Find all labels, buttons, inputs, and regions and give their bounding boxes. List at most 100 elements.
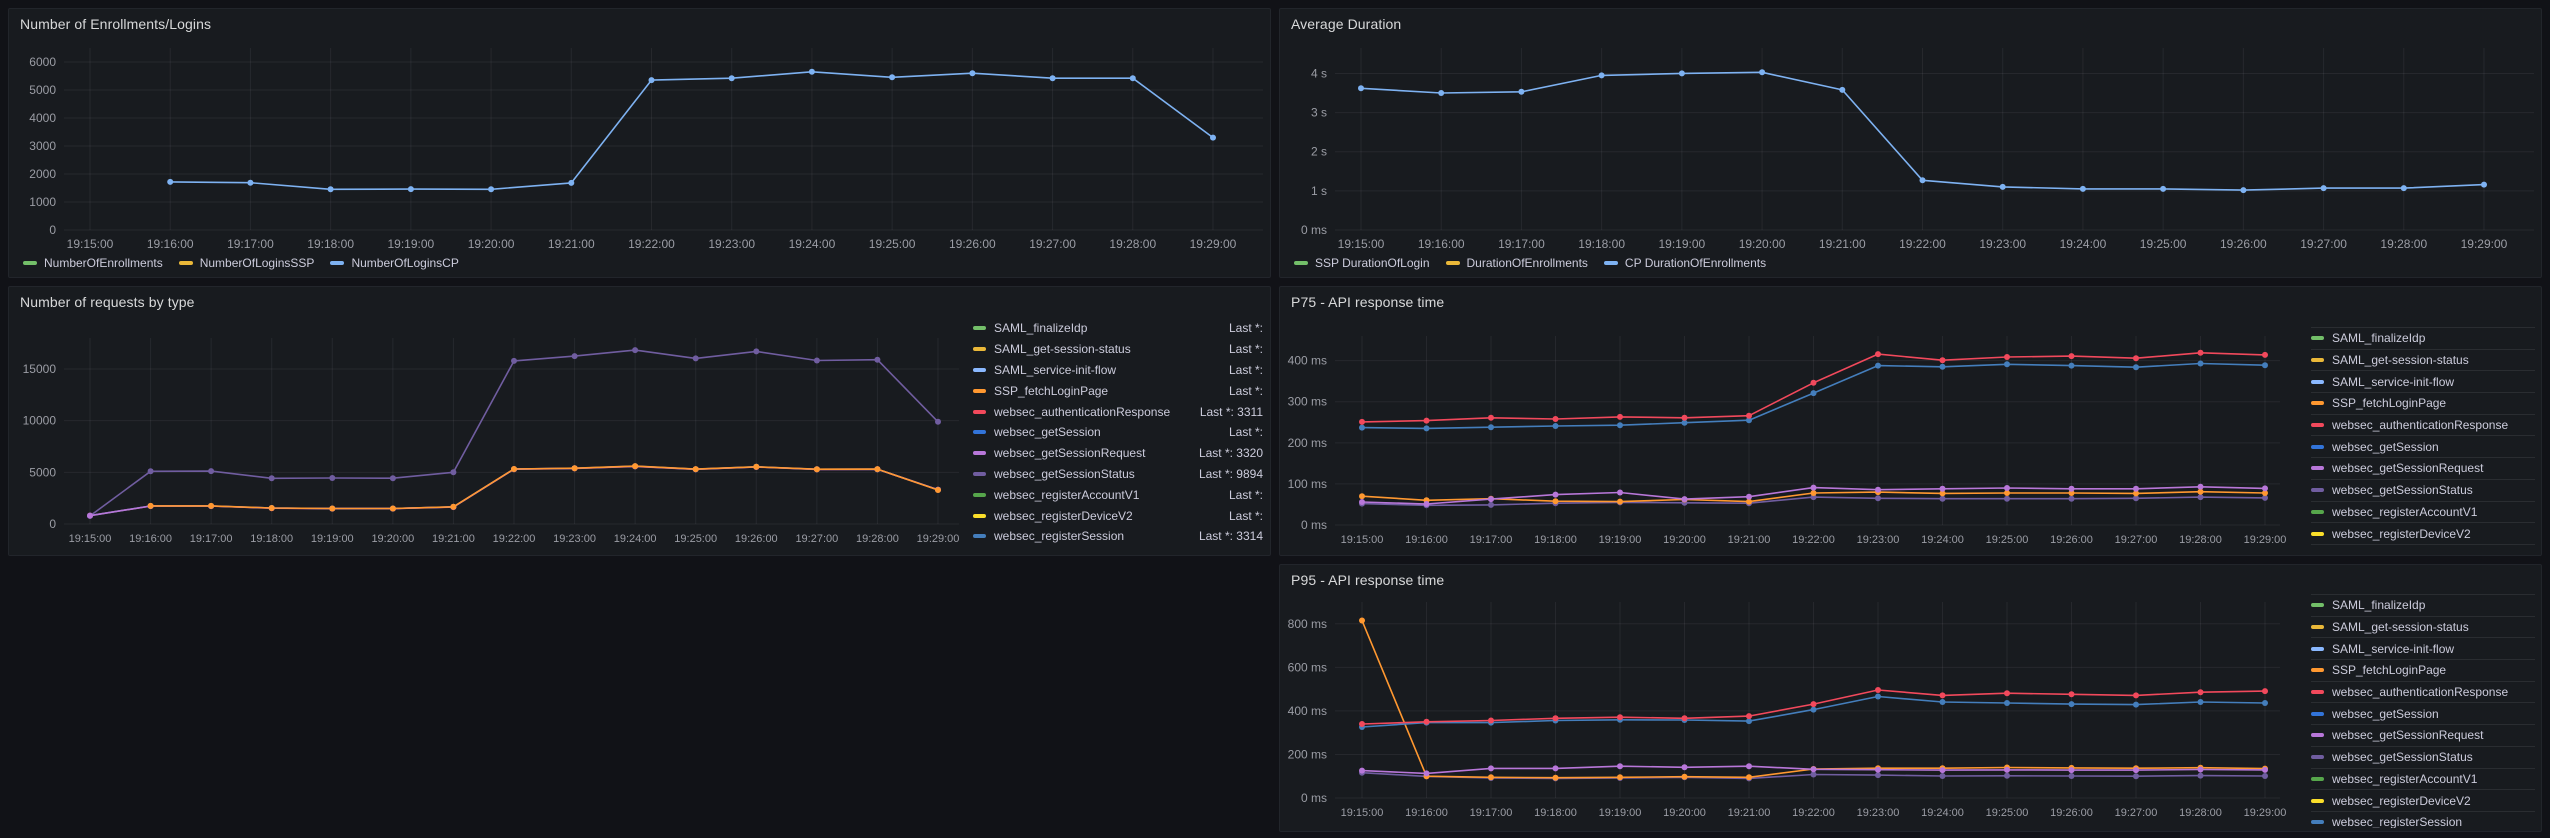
data-point [1810, 484, 1817, 491]
legend-item-websec_getSessionStatus[interactable]: websec_getSessionStatus [2311, 480, 2535, 502]
x-axis-label: 19:25:00 [1986, 807, 2029, 819]
y-axis-label: 15000 [23, 362, 57, 376]
data-point [1939, 485, 1946, 492]
legend-item-SAML_get-session-status[interactable]: SAML_get-session-status [2311, 350, 2535, 372]
data-point [1746, 718, 1752, 725]
legend-item-websec_getSessionRequest[interactable]: websec_getSessionRequest Last *: 3320 [973, 443, 1263, 464]
data-point [1359, 721, 1365, 727]
data-point [2197, 488, 2204, 495]
y-axis-label: 800 ms [1288, 617, 1327, 631]
legend-item-CP DurationOfEnrollments[interactable]: CP DurationOfEnrollments [1603, 256, 1766, 270]
data-point [87, 512, 93, 519]
data-point [1617, 422, 1623, 429]
x-axis-label: 19:26:00 [949, 237, 996, 251]
data-point [2262, 490, 2268, 496]
x-axis-label: 19:15:00 [69, 533, 112, 545]
legend-item-name: websec_registerSession [2332, 548, 2535, 550]
legend-item-websec_registerAccountV1[interactable]: websec_registerAccountV1 [2311, 502, 2535, 524]
legend-item-websec_getSession[interactable]: websec_getSession [2311, 703, 2535, 726]
legend-item-websec_getSessionRequest[interactable]: websec_getSessionRequest [2311, 725, 2535, 747]
data-point [1423, 417, 1430, 424]
legend-item-websec_authenticationResponse[interactable]: websec_authenticationResponse [2311, 415, 2535, 437]
data-point [2197, 766, 2204, 773]
data-point [2068, 701, 2075, 708]
x-axis-label: 19:25:00 [2140, 237, 2187, 251]
legend-item-NumberOfLoginsCP[interactable]: NumberOfLoginsCP [330, 256, 459, 270]
legend-item-name: SAML_service-init-flow [994, 362, 1117, 377]
legend-item-websec_registerDeviceV2[interactable]: websec_registerDeviceV2 [2311, 790, 2535, 812]
series-websec_getSessionRequest [1359, 483, 2268, 507]
data-point [728, 75, 735, 82]
y-axis-label: 2 s [1311, 145, 1327, 159]
legend-item-websec_getSessionStatus[interactable]: websec_getSessionStatus [2311, 747, 2535, 769]
time-series-chart[interactable]: 19:15:00 19:16:00 19:17:00 19:18:00 19:19:00… [1280, 287, 2543, 557]
legend-item-SSP_fetchLoginPage[interactable]: SSP_fetchLoginPage Last *: [973, 380, 1263, 401]
data-point [1746, 713, 1752, 720]
data-point [692, 355, 699, 362]
panel-title[interactable]: P75 - API response time [1291, 294, 1445, 310]
time-series-chart[interactable]: 19:15:00 19:16:00 19:17:00 19:18:00 19:19:00… [1280, 9, 2543, 279]
legend-item-SSP_fetchLoginPage[interactable]: SSP_fetchLoginPage [2311, 660, 2535, 682]
legend-item-SAML_finalizeIdp[interactable]: SAML_finalizeIdp Last *: [973, 318, 1263, 339]
time-series-chart[interactable]: 19:15:00 19:16:00 19:17:00 19:18:00 19:19:00… [9, 287, 1272, 557]
legend-item-name: DurationOfEnrollments [1466, 256, 1588, 270]
legend-item-DurationOfEnrollments[interactable]: DurationOfEnrollments [1445, 256, 1588, 270]
legend-item-websec_getSessionRequest[interactable]: websec_getSessionRequest [2311, 458, 2535, 480]
panel-title[interactable]: P95 - API response time [1291, 572, 1445, 588]
panel-title[interactable]: Average Duration [1291, 16, 1402, 32]
legend-item-websec_registerSession[interactable]: websec_registerSession [2311, 545, 2535, 550]
legend-item-NumberOfEnrollments[interactable]: NumberOfEnrollments [23, 256, 163, 270]
x-axis-label: 19:28:00 [1109, 237, 1156, 251]
data-point [2197, 772, 2204, 779]
time-series-chart[interactable]: 19:15:00 19:16:00 19:17:00 19:18:00 19:19:00… [1280, 565, 2543, 833]
legend-item-websec_authenticationResponse[interactable]: websec_authenticationResponse [2311, 682, 2535, 704]
legend-swatch-icon [973, 534, 986, 539]
legend-item-websec_registerSession[interactable]: websec_registerSession Last *: 3314 [973, 526, 1263, 547]
legend-item-websec_registerDeviceV2[interactable]: websec_registerDeviceV2 [2311, 523, 2535, 545]
x-axis-label: 19:22:00 [1899, 237, 1946, 251]
legend-item-SAML_finalizeIdp[interactable]: SAML_finalizeIdp [2311, 595, 2535, 617]
legend-item-name: NumberOfEnrollments [44, 256, 163, 270]
legend-swatch-icon [2311, 646, 2324, 651]
data-point [1810, 766, 1817, 773]
data-point [511, 357, 517, 364]
chart-legend: SAML_finalizeIdp SAML_get-session-status S… [2311, 327, 2535, 550]
data-point [1617, 413, 1623, 420]
panel-title[interactable]: Number of Enrollments/Logins [20, 16, 212, 32]
legend-item-websec_authenticationResponse[interactable]: websec_authenticationResponse Last *: 331… [973, 401, 1263, 422]
legend-item-websec_registerSession[interactable]: websec_registerSession [2311, 812, 2535, 828]
legend-item-SSP DurationOfLogin[interactable]: SSP DurationOfLogin [1294, 256, 1430, 270]
legend-item-SAML_get-session-status[interactable]: SAML_get-session-status [2311, 617, 2535, 639]
legend-item-websec_registerAccountV1[interactable]: websec_registerAccountV1 Last *: [973, 484, 1263, 505]
legend-item-websec_getSessionStatus[interactable]: websec_getSessionStatus Last *: 9894 [973, 464, 1263, 485]
y-axis-label: 600 ms [1288, 660, 1327, 674]
series-websec_registerSession [1359, 360, 2268, 432]
legend-item-websec_registerDeviceV2[interactable]: websec_registerDeviceV2 Last *: [973, 505, 1263, 526]
data-point [1617, 763, 1623, 770]
data-point [813, 466, 820, 473]
data-point [1810, 706, 1817, 713]
legend-item-SAML_get-session-status[interactable]: SAML_get-session-status Last *: [973, 339, 1263, 360]
legend-item-SSP_fetchLoginPage[interactable]: SSP_fetchLoginPage [2311, 393, 2535, 415]
legend-item-SAML_service-init-flow[interactable]: SAML_service-init-flow [2311, 638, 2535, 661]
data-point [1939, 490, 1946, 497]
legend-item-SAML_service-init-flow[interactable]: SAML_service-init-flow [2311, 371, 2535, 394]
data-point [2160, 185, 2167, 192]
time-series-chart[interactable]: 19:15:00 19:16:00 19:17:00 19:18:00 19:19:00… [9, 9, 1272, 279]
data-point [1681, 496, 1688, 503]
data-point [450, 503, 457, 510]
legend-item-SAML_service-init-flow[interactable]: SAML_service-init-flow Last *: [973, 360, 1263, 381]
legend-item-websec_registerAccountV1[interactable]: websec_registerAccountV1 [2311, 769, 2535, 791]
x-axis-label: 19:16:00 [1418, 237, 1465, 251]
data-point [1681, 764, 1688, 771]
panel-title[interactable]: Number of requests by type [20, 294, 195, 310]
series-line [170, 70, 1214, 191]
legend-item-NumberOfLoginsSSP[interactable]: NumberOfLoginsSSP [178, 256, 314, 270]
data-point [1488, 501, 1494, 508]
x-axis-label: 19:23:00 [708, 237, 755, 251]
legend-item-websec_getSession[interactable]: websec_getSession Last *: [973, 422, 1263, 443]
legend-item-name: SSP_fetchLoginPage [994, 383, 1109, 398]
legend-item-SAML_finalizeIdp[interactable]: SAML_finalizeIdp [2311, 328, 2535, 350]
legend-item-websec_getSession[interactable]: websec_getSession [2311, 436, 2535, 459]
legend-swatch-icon [2311, 509, 2324, 514]
